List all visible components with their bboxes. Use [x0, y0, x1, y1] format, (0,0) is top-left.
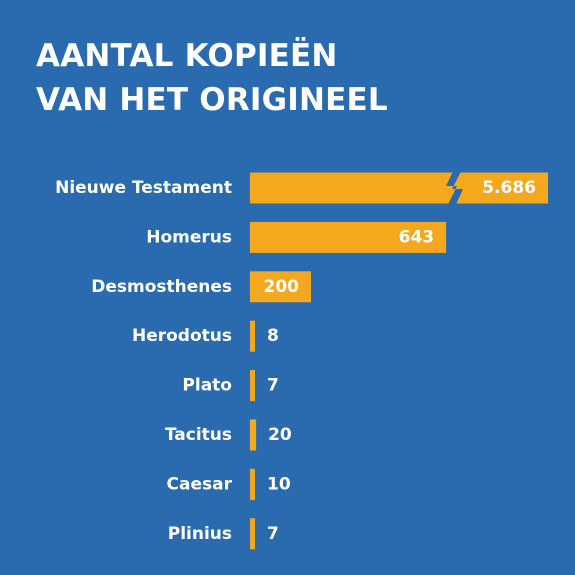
category-label: Plinius: [168, 524, 232, 544]
value-label: 8: [267, 326, 279, 346]
value-label: 5.686: [482, 178, 536, 198]
value-label: 7: [267, 376, 279, 396]
category-label: Plato: [182, 376, 232, 396]
axis-break-marker: [446, 171, 463, 205]
bar: [250, 419, 257, 451]
bar: [250, 468, 255, 500]
bar: [250, 271, 311, 303]
value-label: 200: [264, 277, 300, 297]
chart-title-line-2: VAN HET ORIGINEEL: [36, 82, 388, 118]
category-label: Tacitus: [165, 425, 232, 445]
category-label: Caesar: [167, 474, 233, 494]
bar: [250, 221, 447, 253]
bar: [250, 370, 255, 402]
bar: [250, 518, 255, 550]
chart-title-line-1: AANTAL KOPIEËN: [36, 38, 338, 74]
category-label: Herodotus: [132, 326, 232, 346]
value-label: 7: [267, 524, 279, 544]
bar: [250, 320, 255, 352]
category-label: Desmosthenes: [91, 277, 232, 297]
chart-title: AANTAL KOPIEËN VAN HET ORIGINEEL: [36, 34, 388, 122]
category-label: Homerus: [146, 227, 232, 247]
value-label: 10: [267, 474, 291, 494]
category-label: Nieuwe Testament: [55, 178, 232, 198]
bar: [250, 172, 548, 204]
value-label: 643: [399, 227, 435, 247]
value-label: 20: [268, 425, 292, 445]
